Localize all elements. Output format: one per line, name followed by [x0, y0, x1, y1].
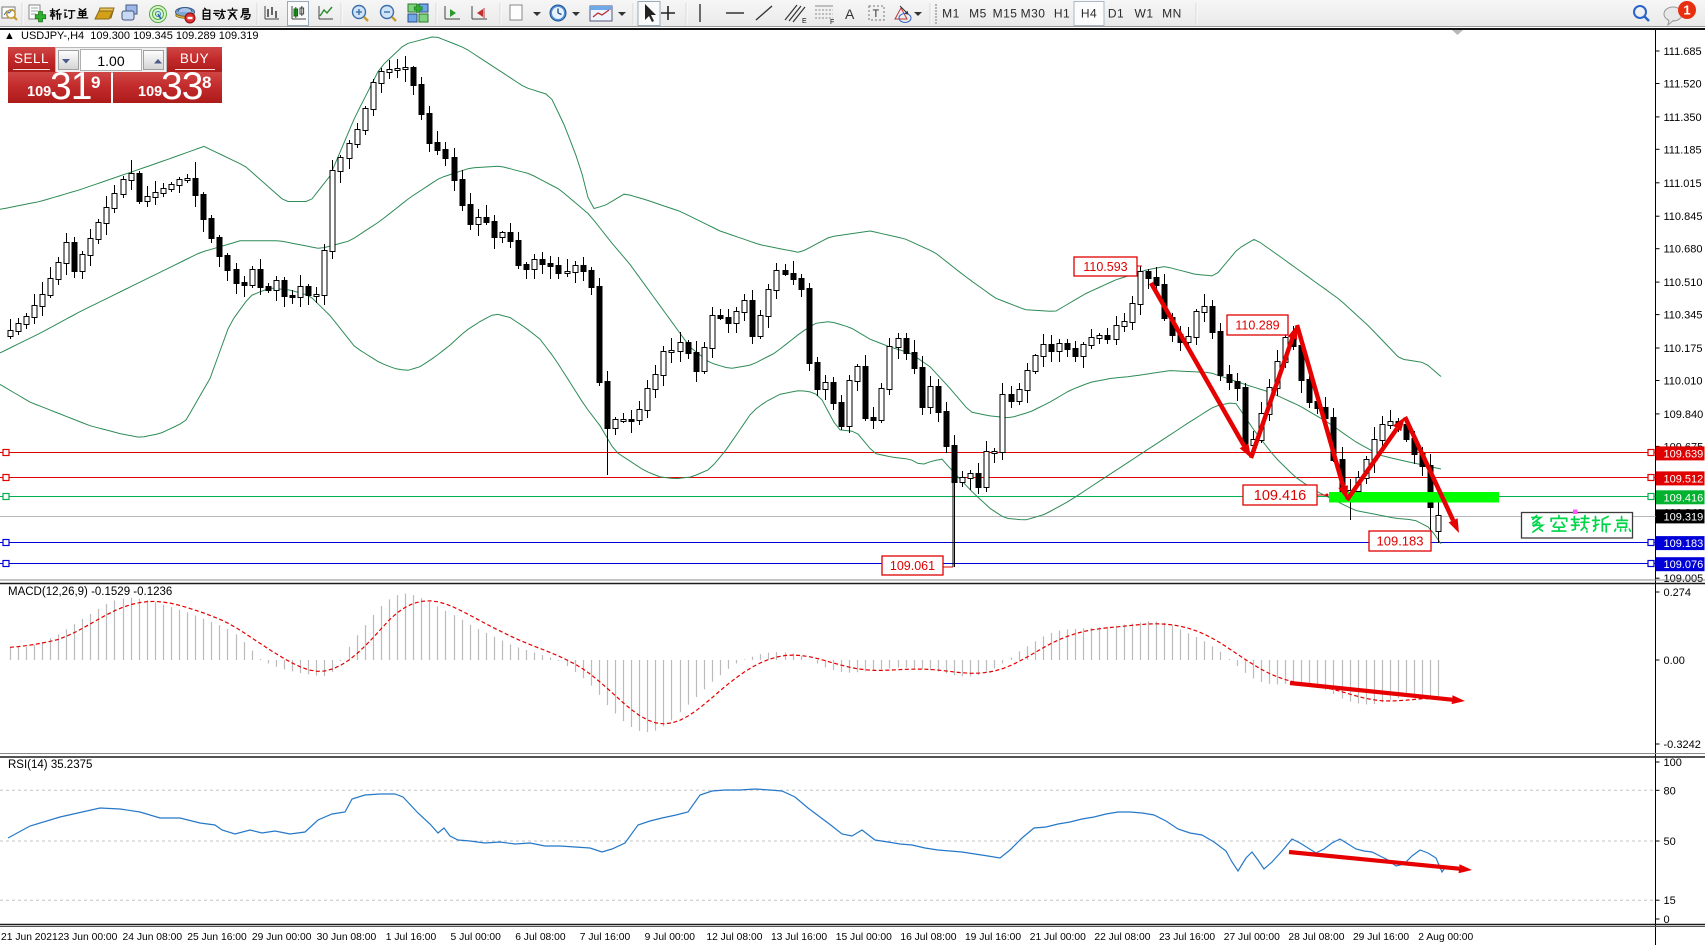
- svg-text:27 Jul 00:00: 27 Jul 00:00: [1224, 932, 1280, 943]
- svg-text:109.061: 109.061: [890, 559, 935, 573]
- svg-text:109.512: 109.512: [1664, 473, 1704, 485]
- svg-text:80: 80: [1664, 785, 1676, 797]
- svg-text:25 Jun 16:00: 25 Jun 16:00: [187, 932, 247, 943]
- svg-text:D1: D1: [1108, 7, 1124, 21]
- svg-text:1 Jul 16:00: 1 Jul 16:00: [386, 932, 437, 943]
- svg-text:15 Jul 00:00: 15 Jul 00:00: [836, 932, 892, 943]
- svg-text:100: 100: [1664, 757, 1682, 769]
- svg-text:6 Jul 08:00: 6 Jul 08:00: [515, 932, 566, 943]
- svg-text:2 Aug 00:00: 2 Aug 00:00: [1418, 932, 1473, 943]
- svg-text:A: A: [845, 6, 855, 22]
- svg-text:12 Jul 08:00: 12 Jul 08:00: [706, 932, 762, 943]
- svg-text:111.350: 111.350: [1664, 112, 1702, 124]
- svg-text:29 Jul 16:00: 29 Jul 16:00: [1353, 932, 1409, 943]
- svg-text:110.593: 110.593: [1083, 260, 1127, 274]
- svg-text:110.845: 110.845: [1664, 211, 1703, 223]
- svg-text:109.416: 109.416: [1254, 488, 1306, 504]
- svg-text:1: 1: [1683, 3, 1690, 18]
- svg-text:29 Jun 00:00: 29 Jun 00:00: [252, 932, 312, 943]
- svg-text:M5: M5: [969, 7, 987, 21]
- svg-text:110.345: 110.345: [1664, 310, 1703, 322]
- svg-text:22 Jul 08:00: 22 Jul 08:00: [1094, 932, 1150, 943]
- svg-text:E: E: [802, 18, 807, 25]
- svg-text:H4: H4: [1081, 7, 1097, 21]
- svg-text:109.319: 109.319: [1664, 511, 1704, 523]
- svg-text:21 Jul 00:00: 21 Jul 00:00: [1030, 932, 1086, 943]
- svg-text:24 Jun 08:00: 24 Jun 08:00: [123, 932, 183, 943]
- svg-text:9 Jul 00:00: 9 Jul 00:00: [645, 932, 696, 943]
- svg-text:-0.3242: -0.3242: [1664, 739, 1701, 751]
- svg-text:T: T: [873, 8, 880, 20]
- svg-text:13 Jul 16:00: 13 Jul 16:00: [771, 932, 827, 943]
- svg-text:23 Jul 16:00: 23 Jul 16:00: [1159, 932, 1215, 943]
- svg-text:W1: W1: [1135, 7, 1154, 21]
- svg-text:109.416: 109.416: [1664, 492, 1704, 504]
- svg-text:30 Jun 08:00: 30 Jun 08:00: [317, 932, 377, 943]
- svg-text:109.183: 109.183: [1664, 538, 1704, 550]
- svg-text:5 Jul 00:00: 5 Jul 00:00: [451, 932, 502, 943]
- svg-text:7 Jul 16:00: 7 Jul 16:00: [580, 932, 631, 943]
- svg-text:109.840: 109.840: [1664, 409, 1704, 421]
- svg-text:111.015: 111.015: [1664, 178, 1702, 190]
- svg-text:M15: M15: [993, 7, 1018, 21]
- svg-text:110.680: 110.680: [1664, 244, 1703, 256]
- svg-text:M1: M1: [942, 7, 960, 21]
- svg-text:19 Jul 16:00: 19 Jul 16:00: [965, 932, 1021, 943]
- svg-text:0.00: 0.00: [1664, 655, 1685, 667]
- svg-text:21 Jun 2021: 21 Jun 2021: [1, 932, 58, 943]
- svg-text:H1: H1: [1054, 7, 1070, 21]
- svg-text:0.274: 0.274: [1664, 587, 1692, 599]
- svg-text:0: 0: [1664, 914, 1670, 926]
- svg-text:110.010: 110.010: [1664, 376, 1703, 388]
- svg-text:109.183: 109.183: [1377, 534, 1424, 549]
- svg-text:23 Jun 00:00: 23 Jun 00:00: [58, 932, 118, 943]
- svg-text:109.639: 109.639: [1664, 448, 1704, 460]
- svg-text:109.076: 109.076: [1664, 559, 1704, 571]
- svg-text:111.685: 111.685: [1664, 46, 1702, 58]
- svg-text:109.005: 109.005: [1664, 573, 1704, 585]
- svg-text:111.185: 111.185: [1664, 144, 1702, 156]
- svg-text:M30: M30: [1021, 7, 1046, 21]
- svg-text:F: F: [830, 19, 834, 26]
- svg-text:16 Jul 08:00: 16 Jul 08:00: [900, 932, 956, 943]
- svg-text:110.175: 110.175: [1664, 343, 1703, 355]
- svg-text:15: 15: [1664, 895, 1676, 907]
- svg-text:110.510: 110.510: [1664, 277, 1703, 289]
- svg-text:111.520: 111.520: [1664, 79, 1702, 91]
- svg-text:110.289: 110.289: [1235, 319, 1279, 333]
- svg-text:28 Jul 08:00: 28 Jul 08:00: [1288, 932, 1344, 943]
- svg-text:50: 50: [1664, 836, 1676, 848]
- svg-text:MN: MN: [1162, 7, 1182, 21]
